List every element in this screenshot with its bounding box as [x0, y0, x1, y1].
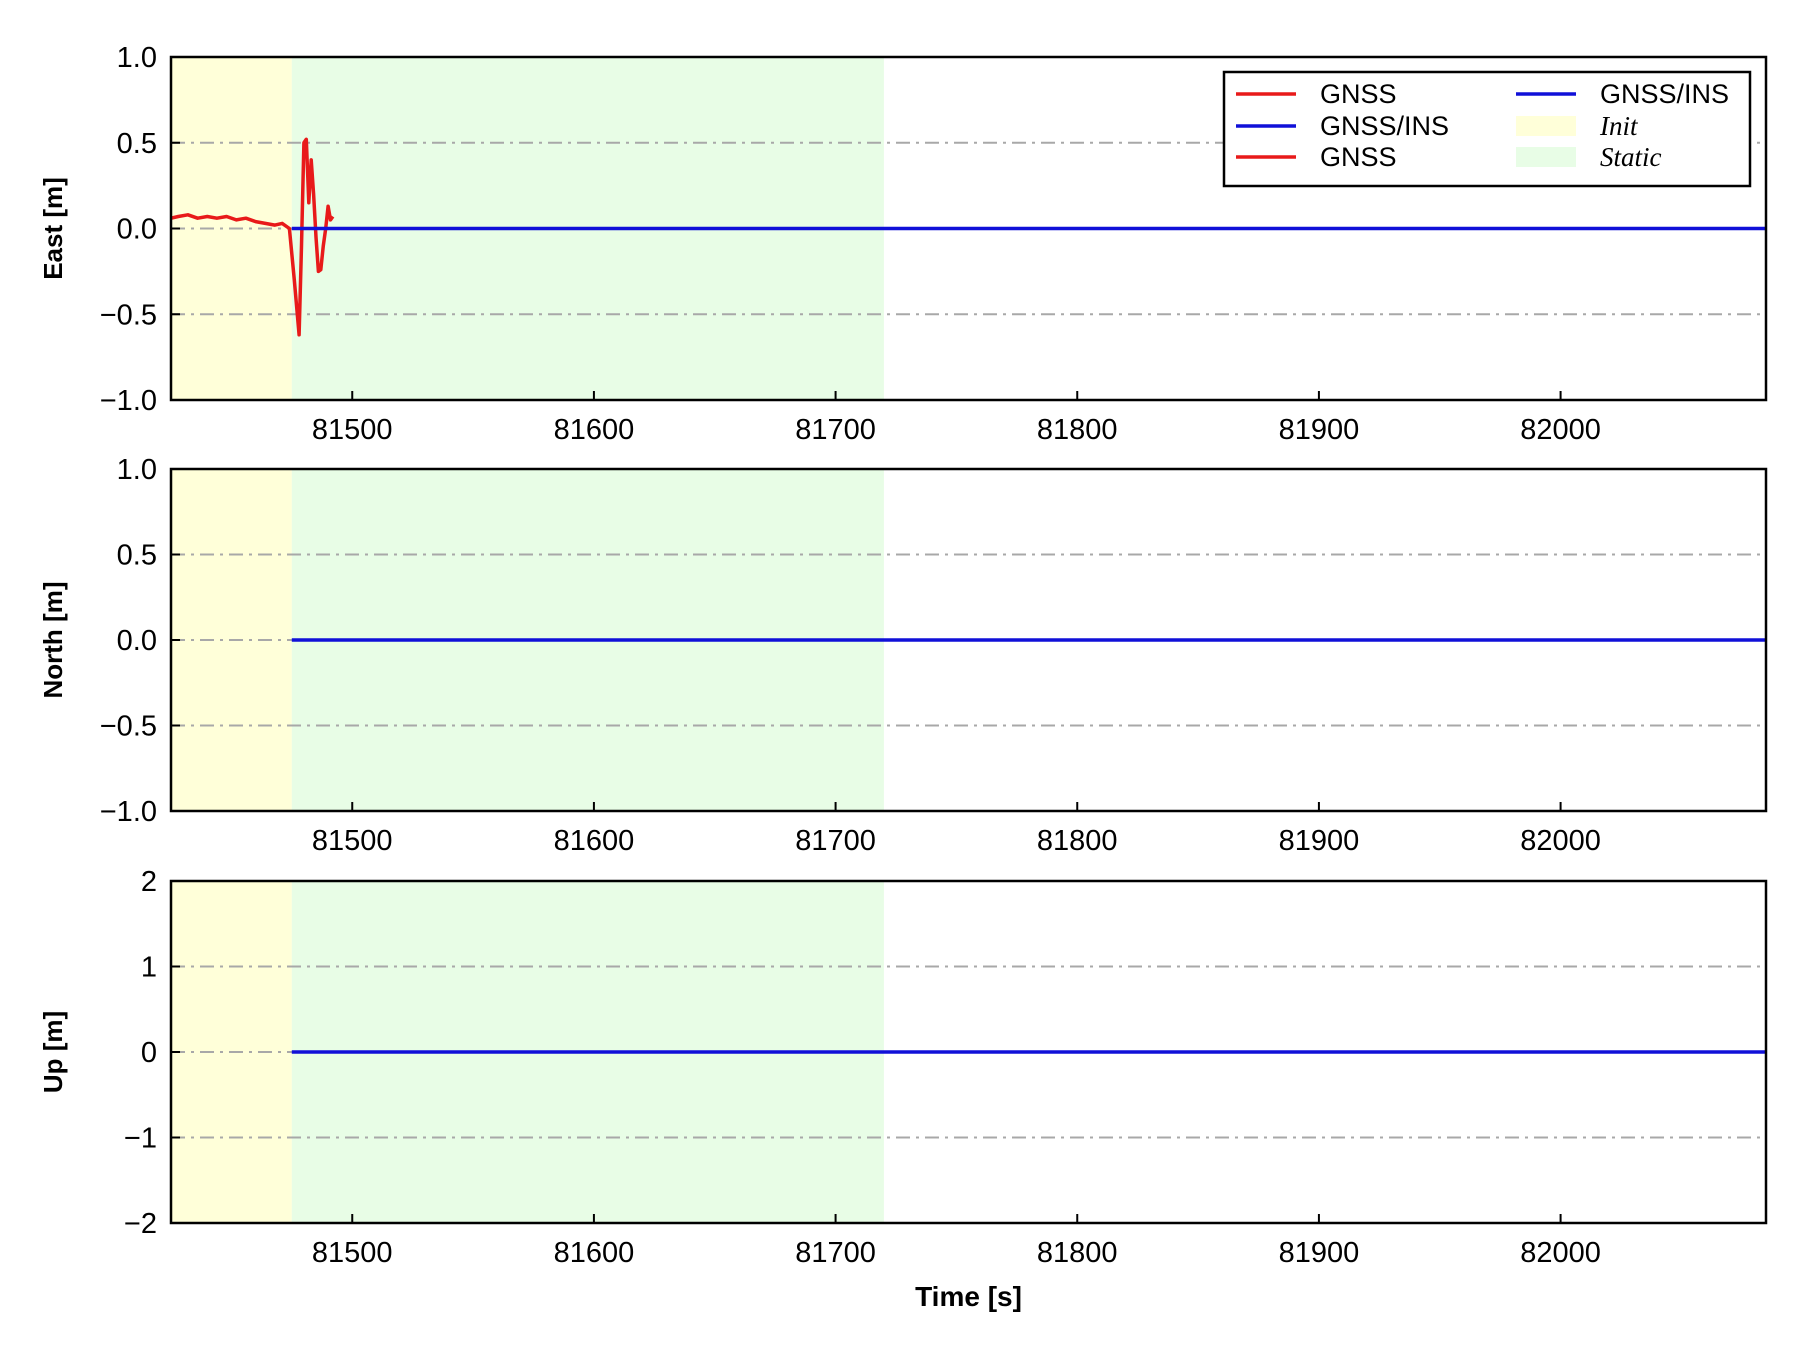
x-tick-label: 81900	[1279, 414, 1360, 446]
y-tick-label: 2	[141, 866, 157, 898]
y-tick-label: −1.0	[100, 385, 157, 417]
y-axis-label-up: Up [m]	[38, 1011, 68, 1093]
x-tick-label: 81700	[795, 1237, 876, 1269]
x-tick-label: 81600	[554, 825, 635, 857]
legend-box	[1222, 70, 1752, 188]
x-tick-label: 82000	[1520, 1237, 1601, 1269]
x-tick-label: 81700	[795, 414, 876, 446]
legend-label: GNSS/INS	[1600, 79, 1729, 109]
y-tick-label: −1.0	[100, 796, 157, 828]
x-tick-label: 81500	[312, 825, 393, 857]
legend-label: GNSS/INS	[1320, 111, 1449, 141]
legend-label: Init	[1599, 111, 1639, 141]
x-tick-label: 81900	[1279, 1237, 1360, 1269]
legend-swatch-patch	[1516, 116, 1576, 136]
y-tick-label: 1.0	[117, 42, 157, 74]
y-tick-label: 1	[141, 952, 157, 984]
y-tick-label: −0.5	[100, 711, 157, 743]
y-axis-label-east: East [m]	[38, 177, 68, 280]
y-tick-label: −1	[124, 1123, 157, 1155]
plot-area-up	[171, 881, 1766, 1223]
y-tick-label: 0.0	[117, 214, 157, 246]
x-tick-label: 81800	[1037, 414, 1118, 446]
panel-up: −2 −1 0 1 2 81500 81600 81700 81800 81900 82000 Up …	[38, 866, 1768, 1312]
y-tick-label: 1.0	[117, 454, 157, 486]
plot-area-north	[171, 469, 1766, 811]
panel-north: −1.0 −0.5 0.0 0.5 1.0 81500 81600 81700 81800 819…	[38, 454, 1768, 857]
legend-label: GNSS	[1320, 79, 1397, 109]
panel-east: −1.0 −0.5 0.0 0.5 1.0 81500 81600 81700 81800 819…	[38, 42, 1768, 446]
x-tick-label: 81800	[1037, 825, 1118, 857]
y-tick-label: −0.5	[100, 299, 157, 331]
x-tick-label: 81900	[1279, 825, 1360, 857]
plot-area-east	[171, 57, 1766, 400]
legend-label: GNSS	[1320, 142, 1397, 172]
x-tick-label: 82000	[1520, 825, 1601, 857]
x-tick-label: 81600	[554, 1237, 635, 1269]
x-axis-label: Time [s]	[915, 1281, 1022, 1312]
x-tick-label: 81800	[1037, 1237, 1118, 1269]
x-tick-label: 81700	[795, 825, 876, 857]
x-tick-label: 81500	[312, 1237, 393, 1269]
y-axis-label-north: North [m]	[38, 582, 68, 699]
y-tick-label: 0.5	[117, 128, 157, 160]
y-tick-label: −2	[124, 1208, 157, 1240]
y-tick-label: 0	[141, 1037, 157, 1069]
x-tick-label: 81500	[312, 414, 393, 446]
y-tick-label: 0.0	[117, 625, 157, 657]
legend-swatch-patch	[1516, 147, 1576, 167]
series-gnss-line	[171, 137, 335, 337]
x-tick-label: 82000	[1520, 414, 1601, 446]
x-tick-label: 81600	[554, 414, 635, 446]
legend-label: Static	[1600, 142, 1662, 172]
y-tick-label: 0.5	[117, 540, 157, 572]
